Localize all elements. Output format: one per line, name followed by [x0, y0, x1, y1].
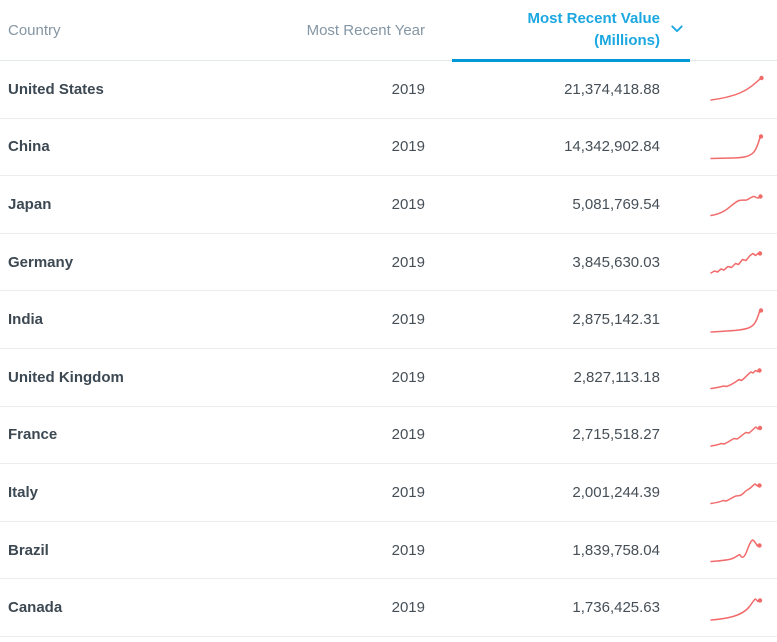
value-cell: 2,827,113.18: [573, 368, 660, 386]
trend-sparkline: [710, 483, 762, 505]
sparkline-cell: [690, 420, 777, 450]
year-cell: 2019: [391, 483, 425, 501]
value-cell: 2,001,244.39: [572, 483, 660, 501]
trend-sparkline: [710, 425, 763, 447]
column-header-value-line2: (Millions): [594, 32, 660, 49]
table-row[interactable]: United States 2019 21,374,418.88: [0, 61, 777, 119]
trend-sparkline: [710, 76, 764, 102]
trend-sparkline: [710, 368, 762, 390]
country-cell[interactable]: Italy: [8, 483, 39, 501]
sparkline-cell: [690, 132, 777, 162]
sparkline-cell: [690, 189, 777, 219]
column-header-value[interactable]: Most Recent Value (Millions): [425, 8, 690, 52]
trend-sparkline: [710, 307, 764, 333]
value-cell: 1,736,425.63: [572, 599, 660, 617]
column-header-value-line1: Most Recent Value: [527, 10, 660, 27]
year-cell: 2019: [391, 368, 425, 386]
table-row[interactable]: China 2019 14,342,902.84: [0, 119, 777, 177]
year-cell: 2019: [391, 253, 425, 271]
column-header-country[interactable]: Country: [8, 21, 61, 39]
year-cell: 2019: [391, 426, 425, 444]
table-row[interactable]: Japan 2019 5,081,769.54: [0, 176, 777, 234]
value-cell: 2,715,518.27: [572, 426, 660, 444]
trend-sparkline: [710, 597, 763, 621]
sparkline-cell: [690, 305, 777, 335]
country-cell[interactable]: India: [8, 311, 44, 329]
year-cell: 2019: [391, 599, 425, 617]
country-cell[interactable]: China: [8, 138, 50, 156]
year-cell: 2019: [391, 138, 425, 156]
table-row[interactable]: France 2019 2,715,518.27: [0, 407, 777, 465]
table-row[interactable]: Italy 2019 2,001,244.39: [0, 464, 777, 522]
table-row[interactable]: Germany 2019 3,845,630.03: [0, 234, 777, 292]
value-cell: 21,374,418.88: [564, 80, 660, 98]
sparkline-cell: [690, 477, 777, 507]
table-row[interactable]: India 2019 2,875,142.31: [0, 291, 777, 349]
table-row[interactable]: Brazil 2019 1,839,758.04: [0, 522, 777, 580]
year-cell: 2019: [391, 80, 425, 98]
trend-sparkline: [710, 134, 764, 160]
value-cell: 3,845,630.03: [572, 253, 660, 271]
value-cell: 5,081,769.54: [572, 195, 660, 213]
table-row[interactable]: Canada 2019 1,736,425.63: [0, 579, 777, 637]
active-sort-underline: [452, 59, 690, 62]
country-cell[interactable]: United States: [8, 80, 104, 98]
country-cell[interactable]: France: [8, 426, 58, 444]
chevron-down-icon[interactable]: [671, 25, 683, 33]
trend-sparkline: [710, 194, 763, 217]
table-header: Country Most Recent Year Most Recent Val…: [0, 0, 777, 62]
sparkline-cell: [690, 593, 777, 623]
column-header-year[interactable]: Most Recent Year: [306, 21, 425, 39]
country-cell[interactable]: United Kingdom: [8, 368, 124, 386]
country-cell[interactable]: Germany: [8, 253, 74, 271]
country-cell[interactable]: Brazil: [8, 541, 49, 559]
sparkline-cell: [690, 535, 777, 565]
sparkline-cell: [690, 74, 777, 104]
sparkline-cell: [690, 362, 777, 392]
trend-sparkline: [710, 251, 763, 274]
year-cell: 2019: [391, 311, 425, 329]
year-cell: 2019: [391, 195, 425, 213]
year-cell: 2019: [391, 541, 425, 559]
value-cell: 1,839,758.04: [572, 541, 660, 559]
country-cell[interactable]: Canada: [8, 599, 63, 617]
sparkline-cell: [690, 247, 777, 277]
table-row[interactable]: United Kingdom 2019 2,827,113.18: [0, 349, 777, 407]
value-cell: 14,342,902.84: [564, 138, 660, 156]
country-cell[interactable]: Japan: [8, 195, 52, 213]
value-cell: 2,875,142.31: [572, 311, 660, 329]
trend-sparkline: [710, 539, 762, 563]
